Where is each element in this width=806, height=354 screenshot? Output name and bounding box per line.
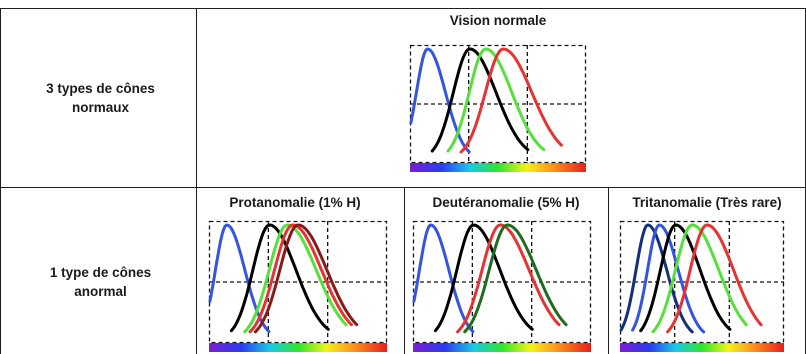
- panel-divider-2: [608, 187, 609, 354]
- table-row-divider: [0, 187, 806, 188]
- plot-protanomalie: [208, 220, 388, 352]
- curve-S: [412, 223, 475, 334]
- spectrum-bar: [413, 343, 591, 352]
- curve-S: [409, 47, 471, 154]
- panel-title-normal: Vision normale: [449, 13, 547, 28]
- row-label-line1: 1 type de cônes: [49, 265, 152, 280]
- panel-divider-1: [404, 187, 405, 354]
- row-label-line2: anormal: [74, 284, 127, 299]
- plot-normal: [409, 44, 587, 172]
- plot-tritanomalie: [619, 220, 785, 352]
- curve-L: [459, 47, 563, 154]
- spectrum-bar: [620, 343, 784, 352]
- curve-L-anomalous: [248, 223, 353, 334]
- curve-L: [666, 223, 763, 334]
- curve-L: [456, 223, 561, 334]
- curve-M-prime: [651, 223, 748, 334]
- curve-L-dark: [253, 223, 359, 334]
- row-label-normal: 3 types de cônes normaux: [8, 79, 193, 117]
- table-top-border: [0, 8, 806, 9]
- table-label-divider: [196, 8, 197, 354]
- panel-title-tritanomalie: Tritanomalie (Très rare): [632, 195, 782, 210]
- spectrum-bar: [209, 343, 387, 352]
- curve-M: [433, 223, 534, 333]
- row-label-line2: normaux: [71, 100, 129, 115]
- panel-title-deuteranomalie: Deutéranomalie (5% H): [432, 195, 580, 210]
- curve-M-dark: [463, 223, 568, 334]
- plot-deuteranomalie: [412, 220, 592, 352]
- curve-M-prime: [243, 223, 348, 334]
- table-left-border: [0, 8, 1, 354]
- row-label-abnormal: 1 type de cônes anormal: [8, 263, 193, 301]
- row-label-line1: 3 types de cônes: [46, 81, 155, 96]
- curve-S-dark: [619, 223, 694, 334]
- panel-title-protanomalie: Protanomalie (1% H): [229, 195, 361, 210]
- spectrum-bar: [410, 163, 586, 172]
